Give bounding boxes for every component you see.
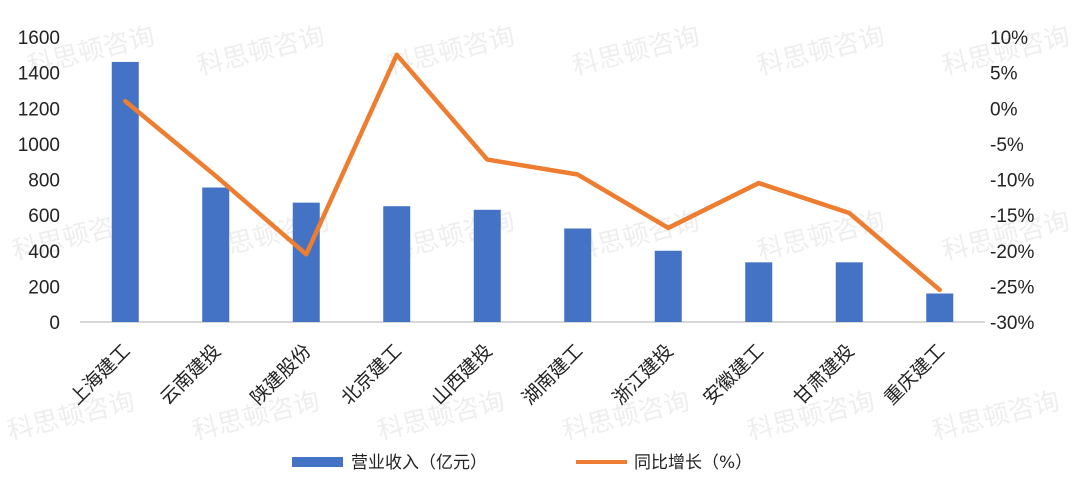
right-axis-tick-label: 10% bbox=[990, 28, 1028, 49]
left-axis-tick-label: 0 bbox=[49, 313, 60, 334]
watermark-text: 科思顿咨询 bbox=[569, 21, 702, 82]
bar bbox=[745, 262, 773, 322]
bar bbox=[202, 187, 230, 322]
bar bbox=[926, 293, 954, 322]
category-label: 重庆建工 bbox=[880, 340, 949, 409]
left-axis-tick-label: 600 bbox=[28, 206, 60, 227]
watermark-text: 科思顿咨询 bbox=[754, 21, 887, 82]
left-axis-tick-label: 1000 bbox=[18, 135, 60, 156]
left-axis-tick-label: 1200 bbox=[18, 99, 60, 120]
left-axis-tick-label: 800 bbox=[28, 171, 60, 192]
right-axis-tick-label: 5% bbox=[990, 64, 1018, 85]
bar bbox=[383, 206, 411, 322]
legend-label-line: 同比增长（%） bbox=[634, 453, 752, 473]
left-axis-tick-label: 400 bbox=[28, 242, 60, 263]
bar bbox=[111, 61, 139, 322]
right-axis-tick-label: -5% bbox=[990, 135, 1024, 156]
right-axis-tick-label: -30% bbox=[990, 313, 1034, 334]
left-axis-tick-label: 1400 bbox=[18, 64, 60, 85]
category-label: 安徽建工 bbox=[699, 340, 768, 409]
right-axis-tick-label: -15% bbox=[990, 206, 1034, 227]
left-axis-tick-label: 1600 bbox=[18, 28, 60, 49]
right-axis-tick-label: -20% bbox=[990, 242, 1034, 263]
right-axis-tick-label: 0% bbox=[990, 99, 1018, 120]
bar bbox=[835, 262, 863, 322]
watermark-text: 科思顿咨询 bbox=[194, 21, 327, 82]
bar bbox=[564, 228, 592, 322]
bar bbox=[654, 250, 682, 322]
right-axis-tick-label: -25% bbox=[990, 277, 1034, 298]
bar bbox=[473, 209, 501, 322]
watermark-text: 科思顿咨询 bbox=[929, 386, 1062, 447]
legend-swatch-bar bbox=[292, 457, 343, 467]
watermark-text: 科思顿咨询 bbox=[384, 21, 517, 82]
category-label: 湖南建工 bbox=[518, 340, 587, 409]
category-label: 云南建投 bbox=[156, 340, 225, 409]
category-label: 北京建工 bbox=[337, 340, 406, 409]
growth-line bbox=[123, 52, 942, 293]
legend-label-bar: 营业收入（亿元） bbox=[351, 453, 487, 473]
left-axis-tick-label: 200 bbox=[28, 277, 60, 298]
watermark-text: 科思顿咨询 bbox=[754, 206, 887, 267]
right-axis-tick-label: -10% bbox=[990, 171, 1034, 192]
bar bbox=[292, 202, 320, 322]
